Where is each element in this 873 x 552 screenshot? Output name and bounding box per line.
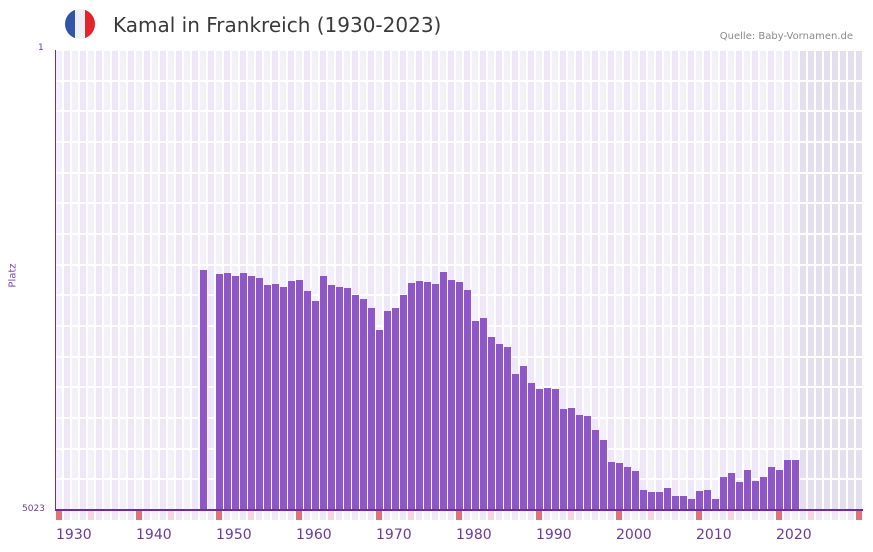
- bar-2014[interactable]: [728, 473, 735, 510]
- bar-1983[interactable]: [480, 318, 487, 510]
- bar-2018[interactable]: [760, 477, 767, 510]
- bar-1975[interactable]: [416, 281, 423, 510]
- bar-1985[interactable]: [496, 344, 503, 510]
- bar-1955[interactable]: [256, 278, 263, 510]
- bar-1988[interactable]: [520, 366, 527, 510]
- bar-1972[interactable]: [392, 308, 399, 510]
- bar-1991[interactable]: [544, 388, 551, 510]
- bar-1980[interactable]: [456, 282, 463, 510]
- bar-2000[interactable]: [616, 463, 623, 510]
- bar-1965[interactable]: [336, 287, 343, 510]
- bar-2001[interactable]: [624, 467, 631, 510]
- bar-2002[interactable]: [632, 471, 639, 510]
- x-label-1990: 1990: [536, 527, 572, 543]
- bar-1996[interactable]: [584, 416, 591, 510]
- bar-1957[interactable]: [272, 284, 279, 510]
- bar-1974[interactable]: [408, 283, 415, 510]
- bar-1954[interactable]: [248, 276, 255, 510]
- bar-1984[interactable]: [488, 337, 495, 510]
- bar-2005[interactable]: [656, 492, 663, 510]
- bar-2015[interactable]: [736, 482, 743, 510]
- bar-1981[interactable]: [464, 290, 471, 510]
- bar-1968[interactable]: [360, 299, 367, 510]
- bar-1971[interactable]: [384, 311, 391, 510]
- x-label-1960: 1960: [296, 527, 332, 543]
- y-axis-title: Platz: [7, 263, 19, 288]
- bar-1963[interactable]: [320, 276, 327, 510]
- bar-2016[interactable]: [744, 470, 751, 510]
- bar-2008[interactable]: [680, 496, 687, 510]
- bar-1977[interactable]: [432, 284, 439, 510]
- bar-2022[interactable]: [792, 460, 799, 510]
- bar-2010[interactable]: [696, 491, 703, 510]
- bar-1992[interactable]: [552, 389, 559, 510]
- x-label-1930: 1930: [56, 527, 92, 543]
- bar-2012[interactable]: [712, 499, 719, 510]
- y-top-label: 1: [38, 43, 44, 53]
- bar-1951[interactable]: [224, 273, 231, 510]
- bar-2017[interactable]: [752, 481, 759, 510]
- x-label-1950: 1950: [216, 527, 252, 543]
- x-label-2020: 2020: [776, 527, 812, 543]
- bar-2004[interactable]: [648, 492, 655, 510]
- bar-2009[interactable]: [688, 499, 695, 510]
- bar-1997[interactable]: [592, 430, 599, 510]
- bar-1952[interactable]: [232, 276, 239, 510]
- bar-1956[interactable]: [264, 285, 271, 510]
- bar-1959[interactable]: [288, 281, 295, 510]
- bar-1993[interactable]: [560, 409, 567, 510]
- bar-1970[interactable]: [376, 330, 383, 510]
- bar-1990[interactable]: [536, 389, 543, 510]
- x-label-1980: 1980: [456, 527, 492, 543]
- plot-area: [55, 50, 863, 510]
- bar-1960[interactable]: [296, 280, 303, 510]
- bar-1958[interactable]: [280, 287, 287, 510]
- bar-1982[interactable]: [472, 321, 479, 510]
- x-label-2000: 2000: [616, 527, 652, 543]
- x-axis-line: [55, 509, 863, 511]
- bar-1967[interactable]: [352, 295, 359, 510]
- chart-title: Kamal in Frankreich (1930-2023): [113, 13, 442, 37]
- bar-1962[interactable]: [312, 301, 319, 510]
- x-label-1970: 1970: [376, 527, 412, 543]
- bar-1964[interactable]: [328, 285, 335, 510]
- x-label-2010: 2010: [696, 527, 732, 543]
- bar-1978[interactable]: [440, 272, 447, 510]
- bar-1979[interactable]: [448, 280, 455, 510]
- y-axis-line: [55, 50, 56, 511]
- bar-2007[interactable]: [672, 496, 679, 510]
- bar-2020[interactable]: [776, 470, 783, 510]
- bar-1994[interactable]: [568, 408, 575, 510]
- bar-1986[interactable]: [504, 347, 511, 510]
- bar-1999[interactable]: [608, 462, 615, 510]
- bar-1998[interactable]: [600, 440, 607, 510]
- bar-2021[interactable]: [784, 460, 791, 510]
- bar-1950[interactable]: [216, 274, 223, 510]
- y-bottom-label: 5023: [22, 504, 45, 514]
- x-label-1940: 1940: [136, 527, 172, 543]
- bar-1953[interactable]: [240, 273, 247, 510]
- bar-1973[interactable]: [400, 295, 407, 510]
- bar-2013[interactable]: [720, 477, 727, 510]
- bar-1961[interactable]: [304, 291, 311, 510]
- bar-1987[interactable]: [512, 374, 519, 510]
- source-credit: Quelle: Baby-Vornamen.de: [719, 31, 853, 42]
- bar-1976[interactable]: [424, 282, 431, 510]
- bar-2011[interactable]: [704, 490, 711, 510]
- bar-1995[interactable]: [576, 415, 583, 510]
- bar-2003[interactable]: [640, 490, 647, 510]
- bar-1969[interactable]: [368, 308, 375, 510]
- bar-1989[interactable]: [528, 383, 535, 510]
- bar-2006[interactable]: [664, 488, 671, 510]
- france-flag-icon: [65, 9, 95, 39]
- bar-1966[interactable]: [344, 288, 351, 510]
- bar-1948[interactable]: [200, 270, 207, 510]
- bar-2019[interactable]: [768, 467, 775, 510]
